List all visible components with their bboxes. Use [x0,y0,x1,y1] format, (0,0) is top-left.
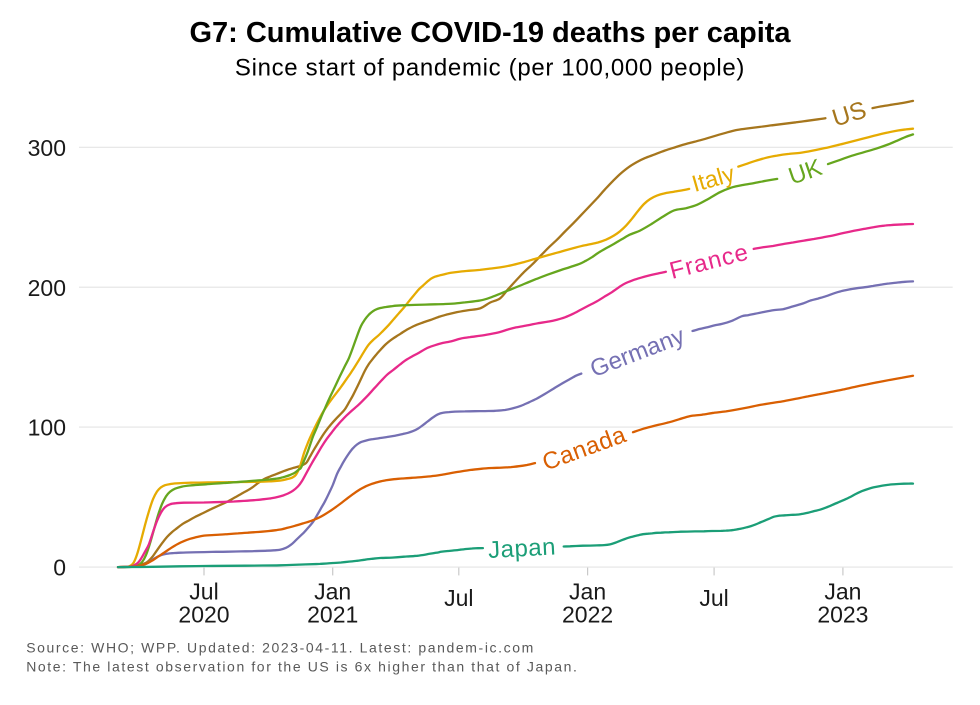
svg-text:Jul: Jul [189,579,218,605]
svg-text:G7: Cumulative COVID-19 deaths: G7: Cumulative COVID-19 deaths per capit… [189,17,791,49]
svg-text:Note: The latest observation f: Note: The latest observation for the US … [26,659,578,675]
svg-text:300: 300 [28,135,66,161]
svg-text:2023: 2023 [817,602,868,628]
svg-text:2021: 2021 [307,602,358,628]
svg-text:Jan: Jan [314,579,351,605]
svg-text:2022: 2022 [562,602,613,628]
svg-text:Jul: Jul [699,585,728,611]
svg-text:Source: WHO; WPP. Updated: 202: Source: WHO; WPP. Updated: 2023-04-11. L… [26,639,535,655]
svg-text:0: 0 [53,555,66,581]
svg-text:200: 200 [28,275,66,301]
svg-text:100: 100 [28,415,66,441]
svg-text:Jan: Jan [824,579,861,605]
svg-text:Jan: Jan [569,579,606,605]
svg-text:2020: 2020 [178,602,229,628]
svg-text:Jul: Jul [444,585,473,611]
svg-text:Japan: Japan [487,533,556,564]
svg-text:Since start of pandemic (per 1: Since start of pandemic (per 100,000 peo… [235,55,745,82]
